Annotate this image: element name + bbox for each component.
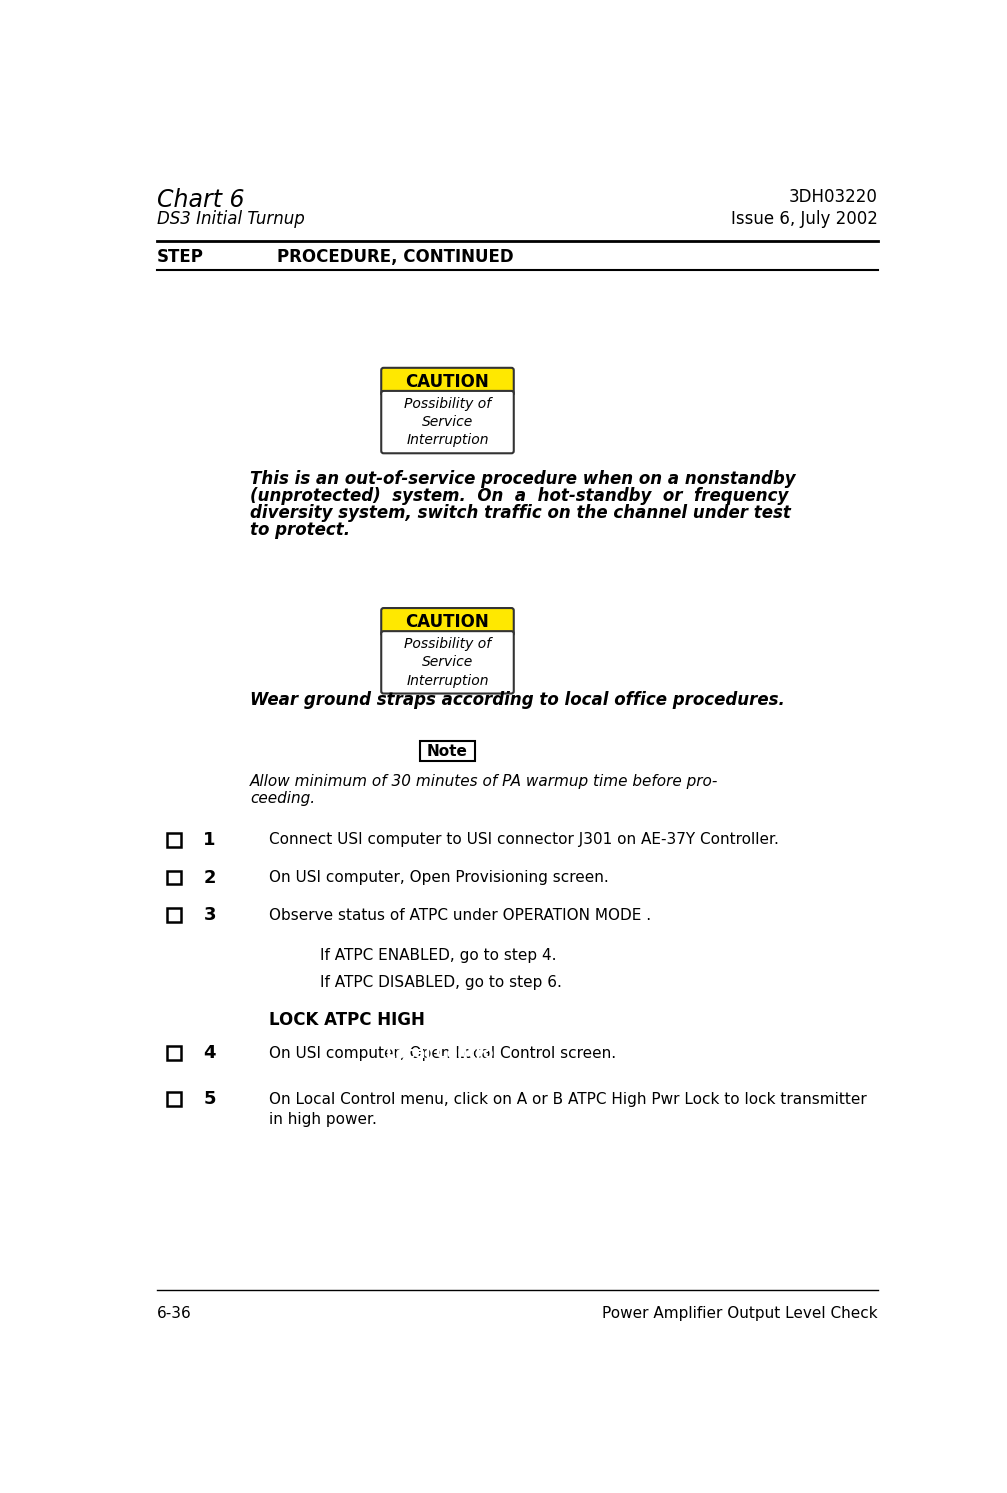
Text: CAUTION: CAUTION [406,373,489,391]
Text: diversity system, switch traffic on the channel under test: diversity system, switch traffic on the … [250,505,790,523]
Text: PROCEDURE, CONTINUED: PROCEDURE, CONTINUED [277,248,514,266]
Bar [167,1047,181,1060]
Text: Connect USI computer to USI connector J301 on AE-37Y Controller.: Connect USI computer to USI connector J3… [269,832,779,848]
Text: 2: 2 [203,869,215,887]
Text: This is an out-of-service procedure when on a nonstandby: This is an out-of-service procedure when… [250,470,796,488]
Text: Allow minimum of 30 minutes of PA warmup time before pro-: Allow minimum of 30 minutes of PA warmup… [250,773,718,788]
Text: Note: Note [427,744,468,758]
Text: 3DH03220: 3DH03220 [788,188,878,206]
Text: STEP: STEP [157,248,203,266]
Text: 3: 3 [203,906,215,924]
Text: Power Amplifier Output Level Check: Power Amplifier Output Level Check [602,1306,878,1321]
Text: ceeding.: ceeding. [250,790,315,806]
Bar [167,833,181,847]
Bar [167,870,181,884]
Text: If ATPC DISABLED, go to step 6.: If ATPC DISABLED, go to step 6. [319,975,562,990]
Text: On USI computer, Open Local Control screen.: On USI computer, Open Local Control scre… [269,1045,616,1060]
Text: Possibility of
Service
Interruption: Possibility of Service Interruption [404,397,491,448]
Text: DS3 Initial Turnup: DS3 Initial Turnup [157,211,305,228]
FancyBboxPatch shape [382,632,514,694]
Text: If ATPC ENABLED, go to step 4.: If ATPC ENABLED, go to step 4. [319,948,556,963]
Text: (unprotected)  system.  On  a  hot-standby  or  frequency: (unprotected) system. On a hot-standby o… [250,487,788,505]
Text: in high power.: in high power. [269,1112,378,1127]
Text: Possibility of
Service
Interruption: Possibility of Service Interruption [404,638,491,688]
Text: Issue 6, July 2002: Issue 6, July 2002 [731,211,878,228]
Text: LOCK ATPC HIGH: LOCK ATPC HIGH [269,1011,425,1029]
FancyBboxPatch shape [382,608,514,636]
Bar [167,1093,181,1106]
Text: Chart 6: Chart 6 [157,188,245,212]
Text: to protect.: to protect. [250,521,350,539]
Text: Local Control: Local Control [386,1045,498,1060]
Text: Observe status of ATPC under OPERATION MODE .: Observe status of ATPC under OPERATION M… [269,908,652,923]
FancyBboxPatch shape [382,391,514,454]
Text: 1: 1 [203,830,215,850]
Text: On Local Control menu, click on A or B ATPC High Pwr Lock to lock transmitter: On Local Control menu, click on A or B A… [269,1091,867,1106]
Text: 5: 5 [203,1090,215,1108]
Text: On USI computer, Open Provisioning screen.: On USI computer, Open Provisioning scree… [269,870,609,885]
Text: CAUTION: CAUTION [406,614,489,632]
Bar [420,741,475,761]
FancyBboxPatch shape [382,367,514,396]
Text: 4: 4 [203,1044,215,1062]
Text: Wear ground straps according to local office procedures.: Wear ground straps according to local of… [250,691,784,709]
Bar [167,908,181,923]
Text: 6-36: 6-36 [157,1306,191,1321]
